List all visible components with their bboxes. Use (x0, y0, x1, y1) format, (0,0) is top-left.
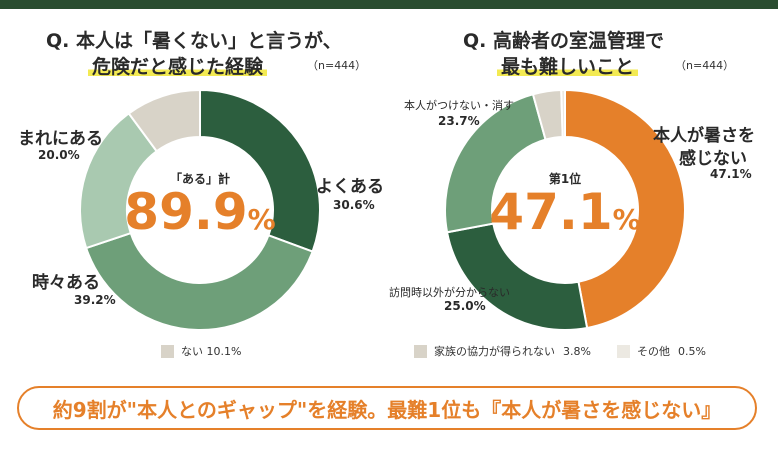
left-donut-slice-0 (199, 88, 321, 253)
right-donut-slice-0 (564, 88, 686, 330)
right-donut-slice-4 (560, 88, 566, 139)
legend-value-family: 3.8% (563, 344, 591, 358)
label-top-line2: 感じない (679, 149, 747, 169)
legend-swatch-family (414, 344, 427, 358)
value-rarely: 20.0% (38, 148, 80, 162)
label-often: よくある (316, 177, 384, 197)
right-center-unit: % (612, 203, 641, 236)
conclusion-banner: 約9割が"本人とのギャップ"を経験。最難1位も『本人が暑さを感じない』 (17, 386, 757, 430)
left-donut-chart (79, 88, 321, 331)
right-donut-chart (444, 88, 686, 331)
value-visit: 25.0% (444, 299, 486, 313)
value-often: 30.6% (333, 198, 375, 212)
right-panel: Q. 高齢者の室温管理で 最も難しいこと （n=444） 第1位 47.1% 本… (389, 0, 778, 380)
legend-label-family: 家族の協力が得られない (434, 345, 555, 358)
left-center-label: 「ある」計 (169, 172, 230, 186)
label-sometimes: 時々ある (32, 273, 100, 293)
right-legend: 家族の協力が得られない 3.8% その他 0.5% (414, 343, 706, 359)
left-legend-none: ない 10.1% (161, 343, 241, 359)
top-bar (0, 0, 778, 9)
legend-label-other: その他 (636, 345, 670, 358)
left-donut-slice-3 (127, 88, 201, 153)
left-center-number: 89.9 (124, 183, 248, 241)
left-question-line2: 危険だと感じた経験 (88, 52, 268, 79)
left-n-note: （n=444） (307, 59, 367, 72)
left-question-line1: Q. 本人は「暑くない」と言うが、 (46, 30, 342, 52)
label-turnoff: 本人がつけない・消す (404, 99, 514, 112)
right-center-label: 第1位 (548, 172, 582, 186)
label-top-line1: 本人が暑さを (653, 126, 755, 146)
legend-value-other: 0.5% (677, 344, 706, 358)
right-question-line2: 最も難しいこと (497, 52, 639, 79)
value-sometimes: 39.2% (74, 293, 116, 307)
left-question-highlight: 危険だと感じた経験 (88, 56, 268, 78)
legend-label-none: ない 10.1% (181, 345, 242, 358)
left-donut-slice-1 (84, 231, 314, 331)
left-panel: Q. 本人は「暑くない」と言うが、 危険だと感じた経験 （n=444） 「ある」… (0, 0, 389, 380)
right-n-note: （n=444） (675, 59, 735, 72)
label-visit: 訪問時以外が分からない (389, 286, 510, 299)
value-turnoff: 23.7% (438, 114, 480, 128)
legend-swatch-other (616, 344, 630, 358)
label-rarely: まれにある (18, 129, 103, 149)
right-center-number: 47.1 (489, 183, 613, 241)
right-center-value: 47.1% (485, 183, 645, 241)
right-question-highlight: 最も難しいこと (497, 56, 639, 78)
value-top: 47.1% (710, 167, 752, 181)
legend-swatch-none (161, 344, 174, 358)
left-center-value: 89.9% (120, 183, 280, 241)
left-center-unit: % (247, 203, 276, 236)
right-question-line1: Q. 高齢者の室温管理で (463, 30, 664, 52)
